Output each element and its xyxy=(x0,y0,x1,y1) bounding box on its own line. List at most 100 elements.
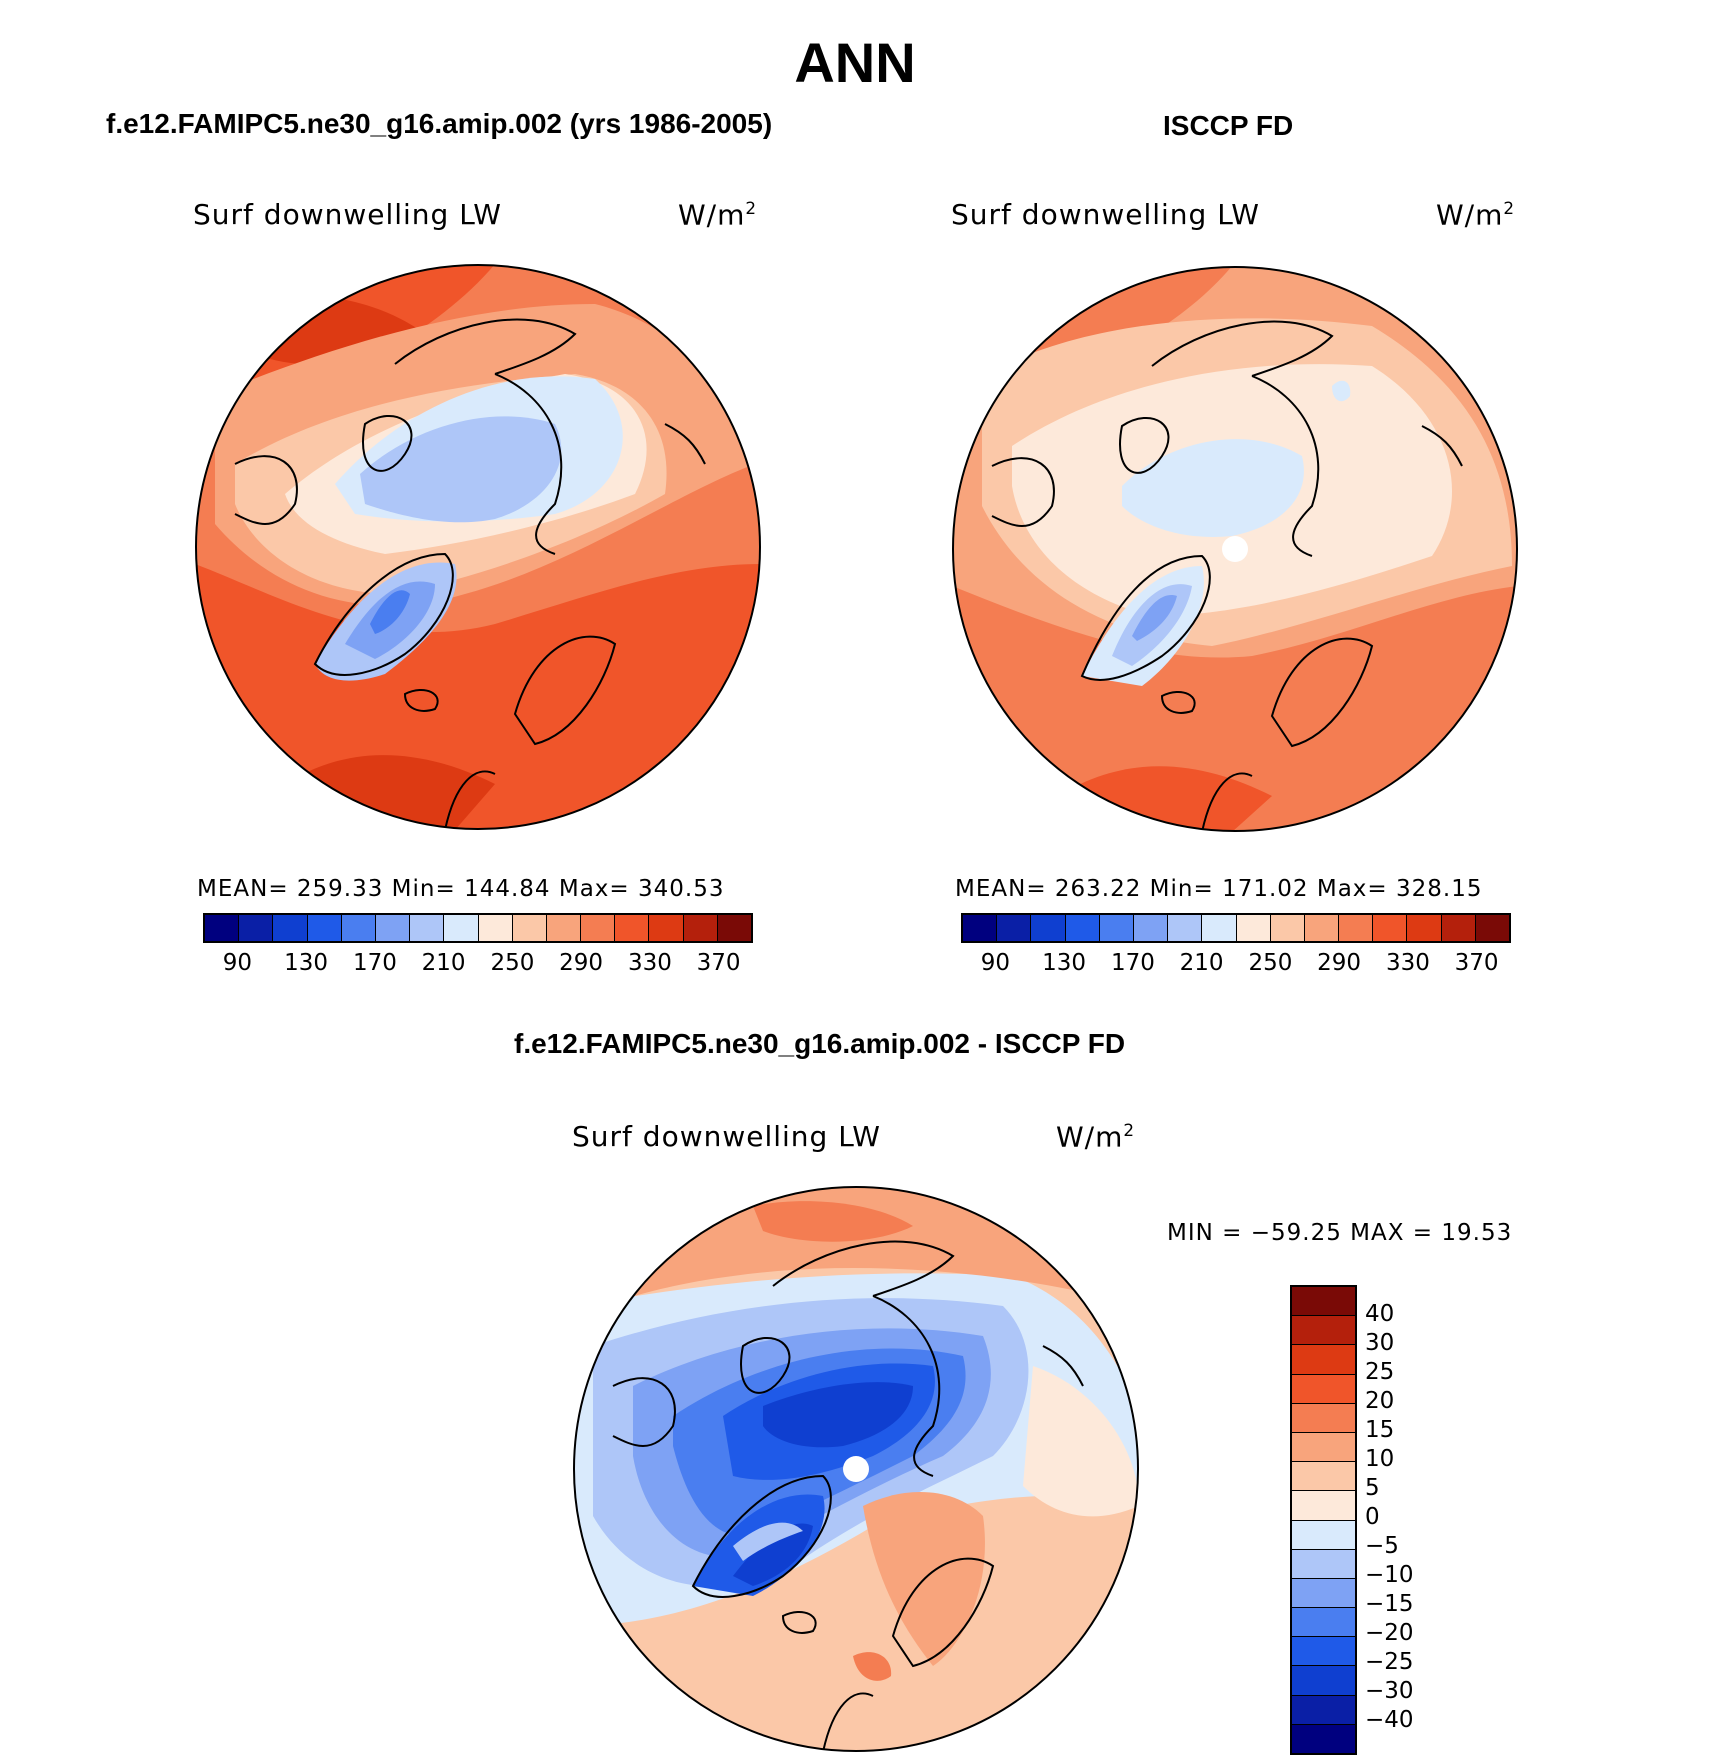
colorbar-swatch xyxy=(444,915,479,941)
colorbar-swatch xyxy=(273,915,308,941)
panel-1-header: f.e12.FAMIPC5.ne30_g16.amip.002 (yrs 198… xyxy=(106,108,773,139)
colorbar-swatch xyxy=(1373,915,1408,941)
colorbar-tick: 170 xyxy=(1110,950,1155,976)
colorbar-tick: 170 xyxy=(352,950,397,976)
colorbar-swatch xyxy=(1292,1520,1355,1550)
colorbar-swatch xyxy=(1339,915,1374,941)
colorbar-swatch xyxy=(1168,915,1203,941)
colorbar-swatch xyxy=(205,915,240,941)
colorbar-swatch xyxy=(649,915,684,941)
colorbar-swatch xyxy=(1031,915,1066,941)
colorbar-tick: 20 xyxy=(1365,1388,1395,1414)
colorbar-swatch xyxy=(1292,1578,1355,1609)
colorbar-swatch xyxy=(478,915,513,941)
panel-1-units: W/m2 xyxy=(678,198,758,232)
colorbar-tick: −25 xyxy=(1365,1649,1414,1675)
panel-2-colorbar-ticks: 90 130 170 210 250 290 330 370 xyxy=(961,950,1511,980)
colorbar-swatch xyxy=(1202,915,1237,941)
colorbar-swatch xyxy=(1292,1549,1355,1579)
panel-2-stats: MEAN= 263.22 Min= 171.02 Max= 328.15 xyxy=(955,876,1483,902)
panel-3-header: f.e12.FAMIPC5.ne30_g16.amip.002 - ISCCP … xyxy=(514,1028,1126,1059)
colorbar-tick: 0 xyxy=(1365,1504,1380,1530)
colorbar-swatch xyxy=(615,915,650,941)
colorbar-swatch xyxy=(1292,1666,1355,1696)
colorbar-swatch xyxy=(1441,915,1476,941)
colorbar-tick: 210 xyxy=(421,950,466,976)
colorbar-tick: 5 xyxy=(1365,1475,1380,1501)
colorbar-tick: −5 xyxy=(1365,1533,1399,1559)
colorbar-swatch xyxy=(683,915,718,941)
panel-3-colorbar xyxy=(1290,1285,1357,1755)
colorbar-swatch xyxy=(581,915,616,941)
colorbar-tick: 130 xyxy=(284,950,329,976)
colorbar-swatch xyxy=(1292,1695,1355,1725)
colorbar-tick: −30 xyxy=(1365,1678,1414,1704)
colorbar-tick: 25 xyxy=(1365,1359,1395,1385)
colorbar-swatch xyxy=(1292,1345,1355,1375)
panel-3-stats: MIN = −59.25 MAX = 19.53 xyxy=(1167,1220,1513,1246)
colorbar-tick: −40 xyxy=(1365,1707,1414,1733)
colorbar-tick: 330 xyxy=(1385,950,1430,976)
colorbar-swatch xyxy=(1292,1462,1355,1492)
colorbar-swatch xyxy=(1236,915,1271,941)
colorbar-tick: 90 xyxy=(222,950,253,976)
colorbar-tick: 370 xyxy=(696,950,741,976)
colorbar-tick: −10 xyxy=(1365,1562,1414,1588)
panel-2-units: W/m2 xyxy=(1436,198,1516,232)
colorbar-swatch xyxy=(1292,1316,1355,1346)
colorbar-tick: 290 xyxy=(559,950,604,976)
colorbar-tick: −15 xyxy=(1365,1591,1414,1617)
colorbar-swatch xyxy=(1292,1374,1355,1404)
colorbar-swatch xyxy=(239,915,274,941)
panel-1-variable: Surf downwelling LW xyxy=(193,198,502,231)
colorbar-swatch xyxy=(1065,915,1100,941)
colorbar-swatch xyxy=(1304,915,1340,941)
colorbar-swatch xyxy=(1292,1403,1355,1433)
panel-2-variable: Surf downwelling LW xyxy=(951,198,1260,231)
colorbar-tick: 250 xyxy=(490,950,535,976)
colorbar-swatch xyxy=(307,915,342,941)
figure-title: ANN xyxy=(794,31,916,94)
colorbar-tick: 210 xyxy=(1179,950,1224,976)
panel-3-units: W/m2 xyxy=(1056,1120,1136,1154)
colorbar-swatch xyxy=(410,915,445,941)
colorbar-swatch xyxy=(963,915,998,941)
colorbar-swatch xyxy=(1292,1608,1355,1638)
colorbar-tick: 15 xyxy=(1365,1417,1395,1443)
colorbar-tick: 90 xyxy=(980,950,1011,976)
colorbar-swatch xyxy=(1292,1724,1355,1753)
colorbar-tick: 290 xyxy=(1317,950,1362,976)
colorbar-swatch xyxy=(1292,1432,1355,1463)
colorbar-swatch xyxy=(1292,1491,1355,1521)
panel-1-map xyxy=(195,264,761,830)
panel-3-colorbar-ticks: 40 30 25 20 15 10 5 0 −5 −10 −15 −20 −25… xyxy=(1365,1285,1465,1755)
colorbar-tick: 130 xyxy=(1042,950,1087,976)
panel-1-colorbar-ticks: 90 130 170 210 250 290 330 370 xyxy=(203,950,753,980)
panel-3-variable: Surf downwelling LW xyxy=(572,1120,881,1153)
colorbar-swatch xyxy=(375,915,411,941)
panel-2-map xyxy=(952,266,1518,832)
colorbar-swatch xyxy=(341,915,376,941)
colorbar-swatch xyxy=(1270,915,1305,941)
colorbar-swatch xyxy=(1133,915,1169,941)
panel-3-map xyxy=(573,1186,1139,1752)
colorbar-swatch xyxy=(1407,915,1442,941)
panel-2-colorbar xyxy=(961,913,1511,943)
colorbar-swatch xyxy=(546,915,582,941)
colorbar-tick: 250 xyxy=(1248,950,1293,976)
colorbar-tick: −20 xyxy=(1365,1620,1414,1646)
panel-1-colorbar xyxy=(203,913,753,943)
panel-1-stats: MEAN= 259.33 Min= 144.84 Max= 340.53 xyxy=(197,876,725,902)
colorbar-swatch xyxy=(1292,1637,1355,1667)
colorbar-swatch xyxy=(997,915,1032,941)
colorbar-tick: 330 xyxy=(627,950,672,976)
colorbar-tick: 30 xyxy=(1365,1330,1395,1356)
colorbar-tick: 40 xyxy=(1365,1301,1395,1327)
colorbar-tick: 10 xyxy=(1365,1446,1395,1472)
colorbar-swatch xyxy=(1292,1287,1355,1317)
panel-2-header: ISCCP FD xyxy=(1163,110,1294,141)
colorbar-swatch xyxy=(512,915,547,941)
colorbar-swatch xyxy=(1099,915,1134,941)
colorbar-tick: 370 xyxy=(1454,950,1499,976)
colorbar-swatch xyxy=(1475,915,1509,941)
